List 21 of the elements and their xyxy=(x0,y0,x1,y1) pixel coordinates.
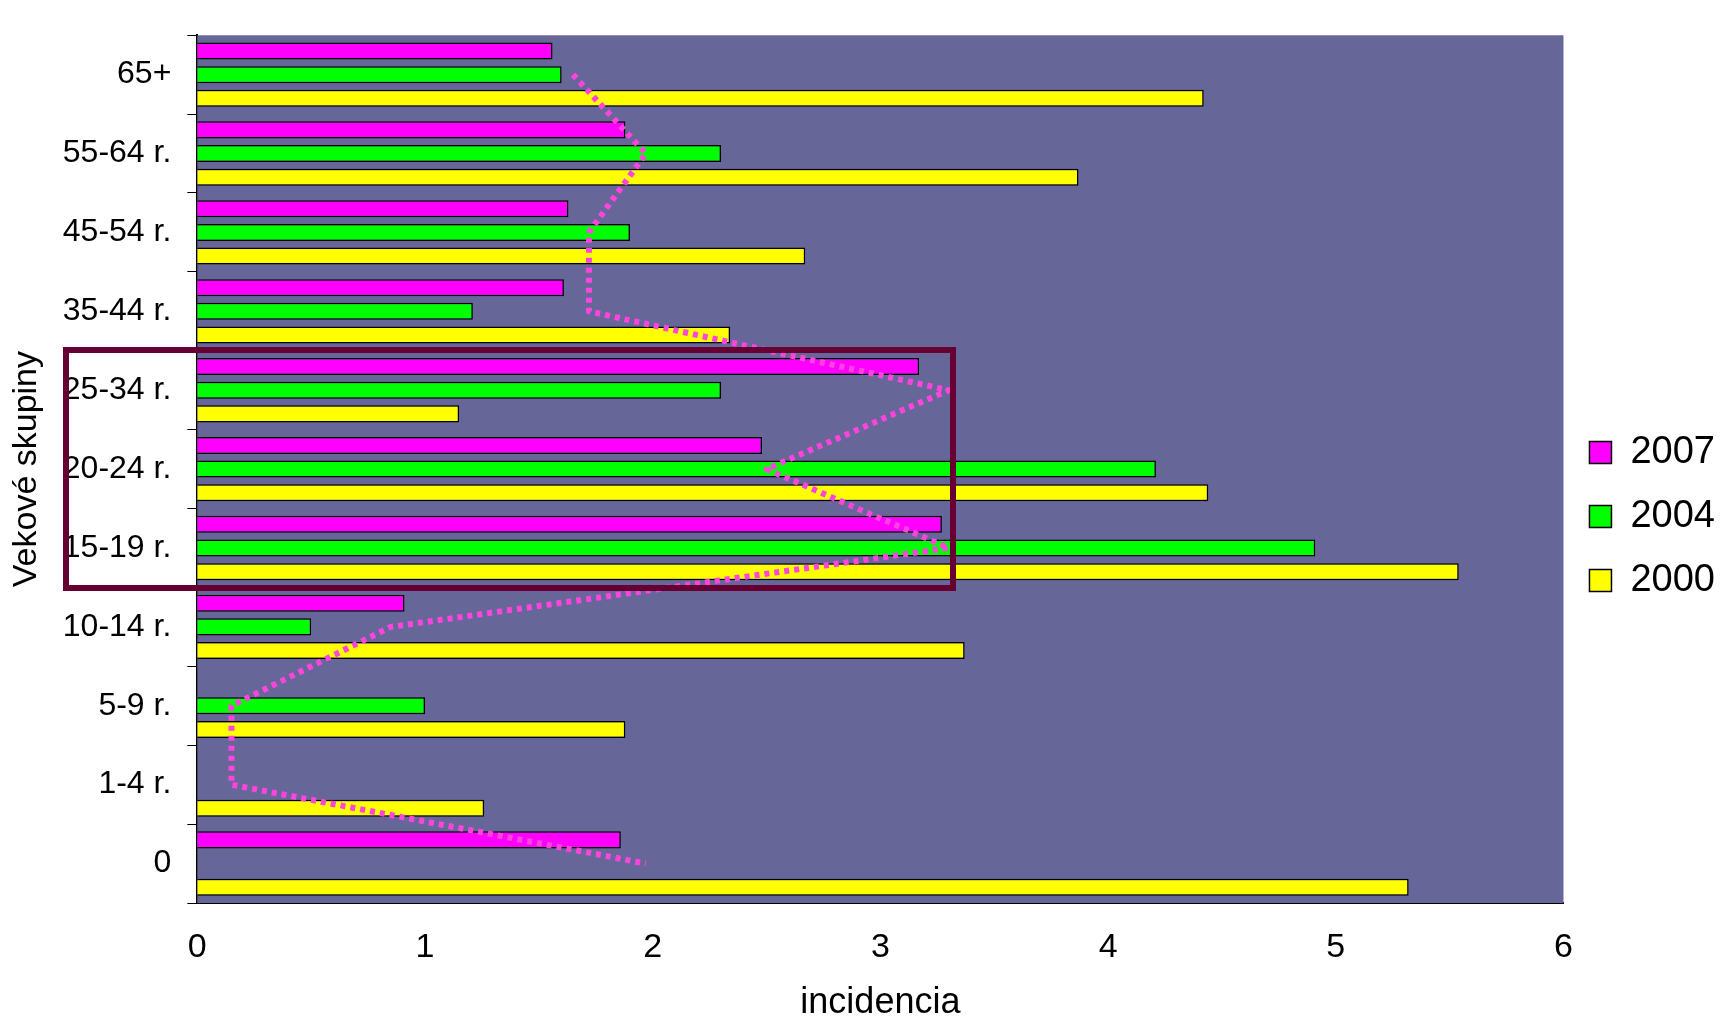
legend-label: 2000 xyxy=(1630,556,1716,599)
y-tick-label: 35-44 r. xyxy=(62,291,172,328)
y-tick-label: 55-64 r. xyxy=(62,133,172,170)
x-tick-label: 3 xyxy=(870,925,890,964)
legend-label: 2007 xyxy=(1630,428,1716,471)
y-axis-title: Vekové skupiny xyxy=(4,350,43,588)
x-tick-label: 5 xyxy=(1326,925,1346,964)
x-tick-label: 2 xyxy=(643,925,663,964)
y-tick-label: 0 xyxy=(153,843,172,880)
y-tick-label: 15-19 r. xyxy=(62,527,172,564)
x-tick-label: 6 xyxy=(1554,925,1573,964)
x-axis-title: incidencia xyxy=(800,980,962,1022)
y-tick-label: 10-14 r. xyxy=(62,606,172,643)
x-tick-label: 0 xyxy=(187,925,207,964)
legend-label: 2004 xyxy=(1630,492,1716,535)
x-tick-label: 4 xyxy=(1098,925,1118,964)
y-tick-label: 5-9 r. xyxy=(98,685,172,722)
x-tick-label: 1 xyxy=(415,925,435,964)
y-tick-label: 45-54 r. xyxy=(62,212,172,249)
y-tick-label: 65+ xyxy=(117,54,172,91)
y-tick-label: 1-4 r. xyxy=(98,764,172,801)
